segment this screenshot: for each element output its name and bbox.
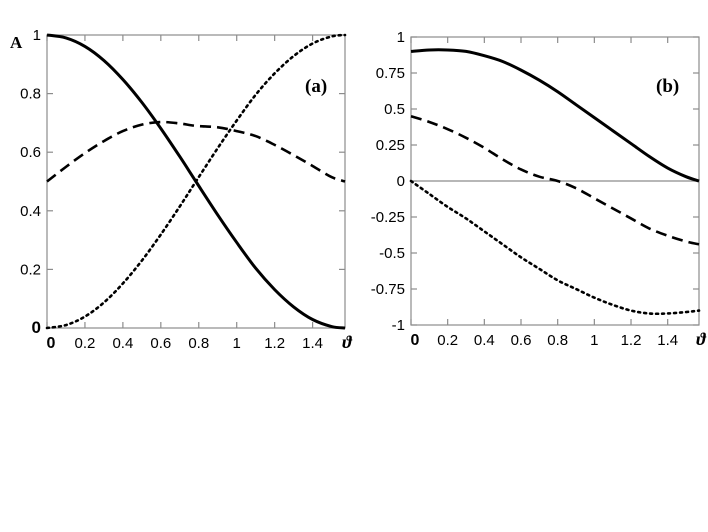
panel-label: (a) (305, 76, 327, 97)
panel-label: (b) (656, 76, 679, 97)
series-line-dotted (409, 179, 701, 316)
x-axis-label: ϑ (342, 332, 353, 352)
x-tick-label: 0 (47, 335, 56, 352)
x-axis-label: ϑ (696, 329, 707, 349)
x-tick-label: 0.2 (437, 332, 458, 349)
y-tick-label: 1 (397, 29, 405, 46)
x-tick-label: 1.4 (657, 332, 678, 349)
series-line-dotted (45, 33, 347, 330)
y-tick-label: -0.25 (371, 209, 405, 226)
x-tick-label: 1.2 (264, 335, 285, 352)
y-tick-label: 1 (33, 27, 41, 44)
x-tick-label: 0.8 (547, 332, 568, 349)
y-tick-label: 0 (397, 173, 405, 190)
figure-label: A (10, 33, 23, 52)
y-tick-label: 0.5 (384, 101, 405, 118)
x-tick-label: 0.8 (188, 335, 209, 352)
y-tick-label: -1 (392, 317, 405, 334)
x-tick-label: 1 (233, 335, 241, 352)
x-tick-label: 0.2 (75, 335, 96, 352)
chart-panel-b: 1 0.75 0.5 0.25 0 -0.25 -0.5 -0.75 -1 0 0.2 0.4 0.6 0… (371, 29, 707, 349)
y-tick-label: -0.75 (371, 281, 405, 298)
y-tick-label: 0.2 (20, 261, 41, 278)
x-tick-label: 0.4 (112, 335, 133, 352)
y-tick-label: 0.75 (376, 65, 405, 82)
x-tick-label: 0.4 (474, 332, 495, 349)
y-tick-label: 0.25 (376, 137, 405, 154)
x-tick-label: 0 (411, 332, 420, 349)
chart-panel-a: 0 0.2 0.4 0.6 0.8 1 0 0.2 0.4 0.6 0.8 1 1.2 1.4 ϑ (a) (20, 27, 353, 352)
y-tick-label: 0.6 (20, 144, 41, 161)
x-tick-label: 1 (590, 332, 598, 349)
series-line-dashed (410, 114, 700, 246)
y-tick-label: 0.4 (20, 203, 41, 220)
x-tick-label: 0.6 (150, 335, 171, 352)
y-tick-label: -0.5 (379, 245, 405, 262)
x-tick-label: 0.6 (511, 332, 532, 349)
series-line-solid (410, 48, 700, 183)
x-tick-label: 1.2 (621, 332, 642, 349)
x-tick-label: 1.4 (302, 335, 323, 352)
y-tick-label: 0 (32, 318, 41, 337)
series-line-dashed (46, 120, 346, 183)
y-tick-label: 0.8 (20, 86, 41, 103)
